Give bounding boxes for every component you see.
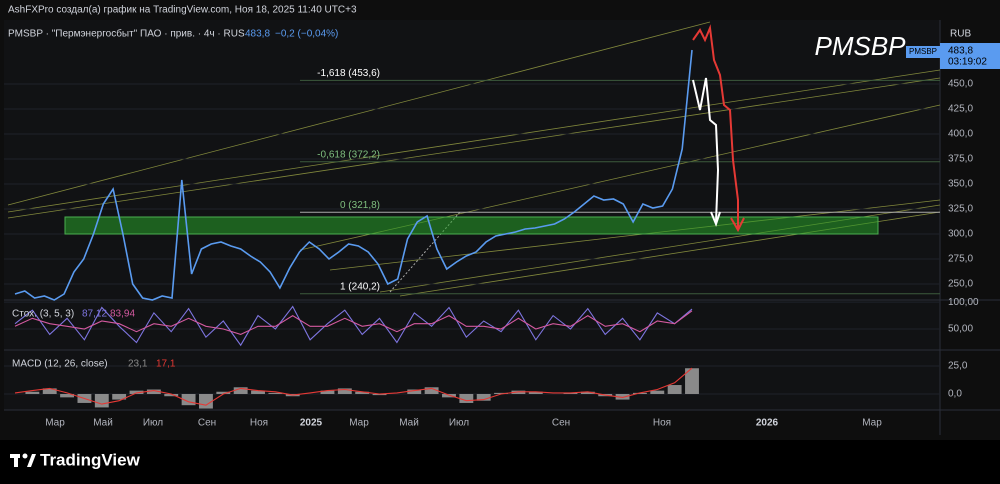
histogram-bar (233, 387, 248, 394)
histogram-bar (268, 392, 283, 394)
y-tick-label: 425,0 (948, 104, 973, 115)
price-badge-countdown: 03:19:02 (948, 57, 987, 68)
histogram-bar (146, 389, 161, 394)
currency: RUB (950, 29, 971, 40)
histogram-bar (337, 388, 352, 394)
y-tick-label: 250,0 (948, 279, 973, 290)
y-tick-label: 400,0 (948, 129, 973, 140)
fib-label: -0,618 (372,2) (317, 149, 380, 160)
histogram-bar (442, 393, 456, 398)
y-tick-label: 0,0 (948, 389, 962, 400)
support-zone (64, 216, 879, 235)
x-tick-label: Май (93, 418, 113, 429)
y-tick-label: 450,0 (948, 79, 973, 90)
x-tick-label: Ноя (250, 418, 268, 429)
histogram-bar (42, 388, 57, 394)
histogram-bar (129, 390, 144, 394)
symbol-badge-text: PMSBP (909, 47, 937, 56)
histogram-bar (112, 393, 127, 400)
fib-label: 0 (321,8) (340, 200, 380, 211)
y-tick-label: 350,0 (948, 179, 973, 190)
indicator-readout: 17,1 (156, 359, 176, 370)
projection-arrows (692, 24, 745, 233)
y-tick-label: 25,0 (948, 361, 968, 372)
price-badge-value: 483,8 (948, 46, 973, 57)
indicator-readout: 87,12 (82, 309, 107, 320)
attribution: AshFXPro создал(а) график на TradingView… (8, 4, 357, 16)
watermark: PMSBP (814, 31, 906, 61)
x-tick-label: 2026 (756, 418, 779, 429)
histogram-bar (494, 392, 508, 394)
histogram-bar (372, 393, 387, 396)
histogram-bar (199, 393, 213, 409)
x-tick-label: Июл (449, 418, 469, 429)
histogram-bar (667, 385, 682, 394)
histogram-bar (320, 390, 335, 394)
histogram-bar (476, 393, 491, 401)
histogram-bar (459, 393, 474, 403)
histogram-bar (355, 391, 370, 394)
histogram-bar (650, 390, 665, 394)
series-line (14, 310, 693, 335)
last-price-header: 483,8 (245, 29, 270, 40)
indicator-readout: 83,94 (110, 309, 135, 320)
x-tick-label: Мар (349, 418, 369, 429)
x-tick-label: Ноя (653, 418, 671, 429)
footer (0, 440, 1000, 484)
histogram-bar (685, 368, 699, 394)
histogram-bar (94, 393, 109, 408)
histogram-bar (424, 387, 439, 394)
plot-area (4, 20, 940, 410)
histogram-bar (580, 391, 595, 394)
fib-label: -1,618 (453,6) (317, 68, 380, 79)
histogram-bar (60, 393, 75, 398)
x-tick-label: Сен (198, 418, 216, 429)
y-tick-label: 50,00 (948, 324, 973, 335)
fib-label: 1 (240,2) (340, 281, 380, 292)
symbol-badge (906, 46, 940, 58)
y-tick-label: 325,0 (948, 204, 973, 215)
x-tick-label: Май (399, 418, 419, 429)
x-tick-label: Сен (552, 418, 570, 429)
x-tick-label: 2025 (300, 418, 323, 429)
y-tick-label: 300,0 (948, 229, 973, 240)
logo-icon (10, 453, 36, 467)
price-change: −0,2 (−0,04%) (275, 29, 338, 40)
indicator-readout: 23,1 (128, 359, 148, 370)
series-line (14, 367, 693, 406)
x-tick-label: Мар (862, 418, 882, 429)
y-tick-label: 275,0 (948, 254, 973, 265)
indicator-title: Стох. (3, 5, 3) (12, 309, 74, 320)
histogram-bar (615, 393, 630, 400)
histogram-bar (407, 389, 422, 394)
x-tick-label: Июл (143, 418, 163, 429)
histogram-bar (164, 393, 179, 397)
indicator-title: MACD (12, 26, close) (12, 359, 108, 370)
symbol-line: PMSBP · "Пермэнергосбыт" ПАО · прив. · 4… (8, 28, 245, 40)
histogram-bar (181, 393, 196, 406)
price-badge (940, 43, 1000, 69)
series-line (14, 49, 693, 301)
brand: TradingView (40, 450, 141, 469)
histogram-bar (251, 390, 265, 394)
y-tick-label: 100,00 (948, 297, 979, 308)
y-tick-label: 375,0 (948, 154, 973, 165)
histogram-bar (528, 391, 543, 394)
histogram-bar (216, 391, 231, 394)
x-tick-label: Мар (45, 418, 65, 429)
histogram-bar (25, 391, 40, 394)
